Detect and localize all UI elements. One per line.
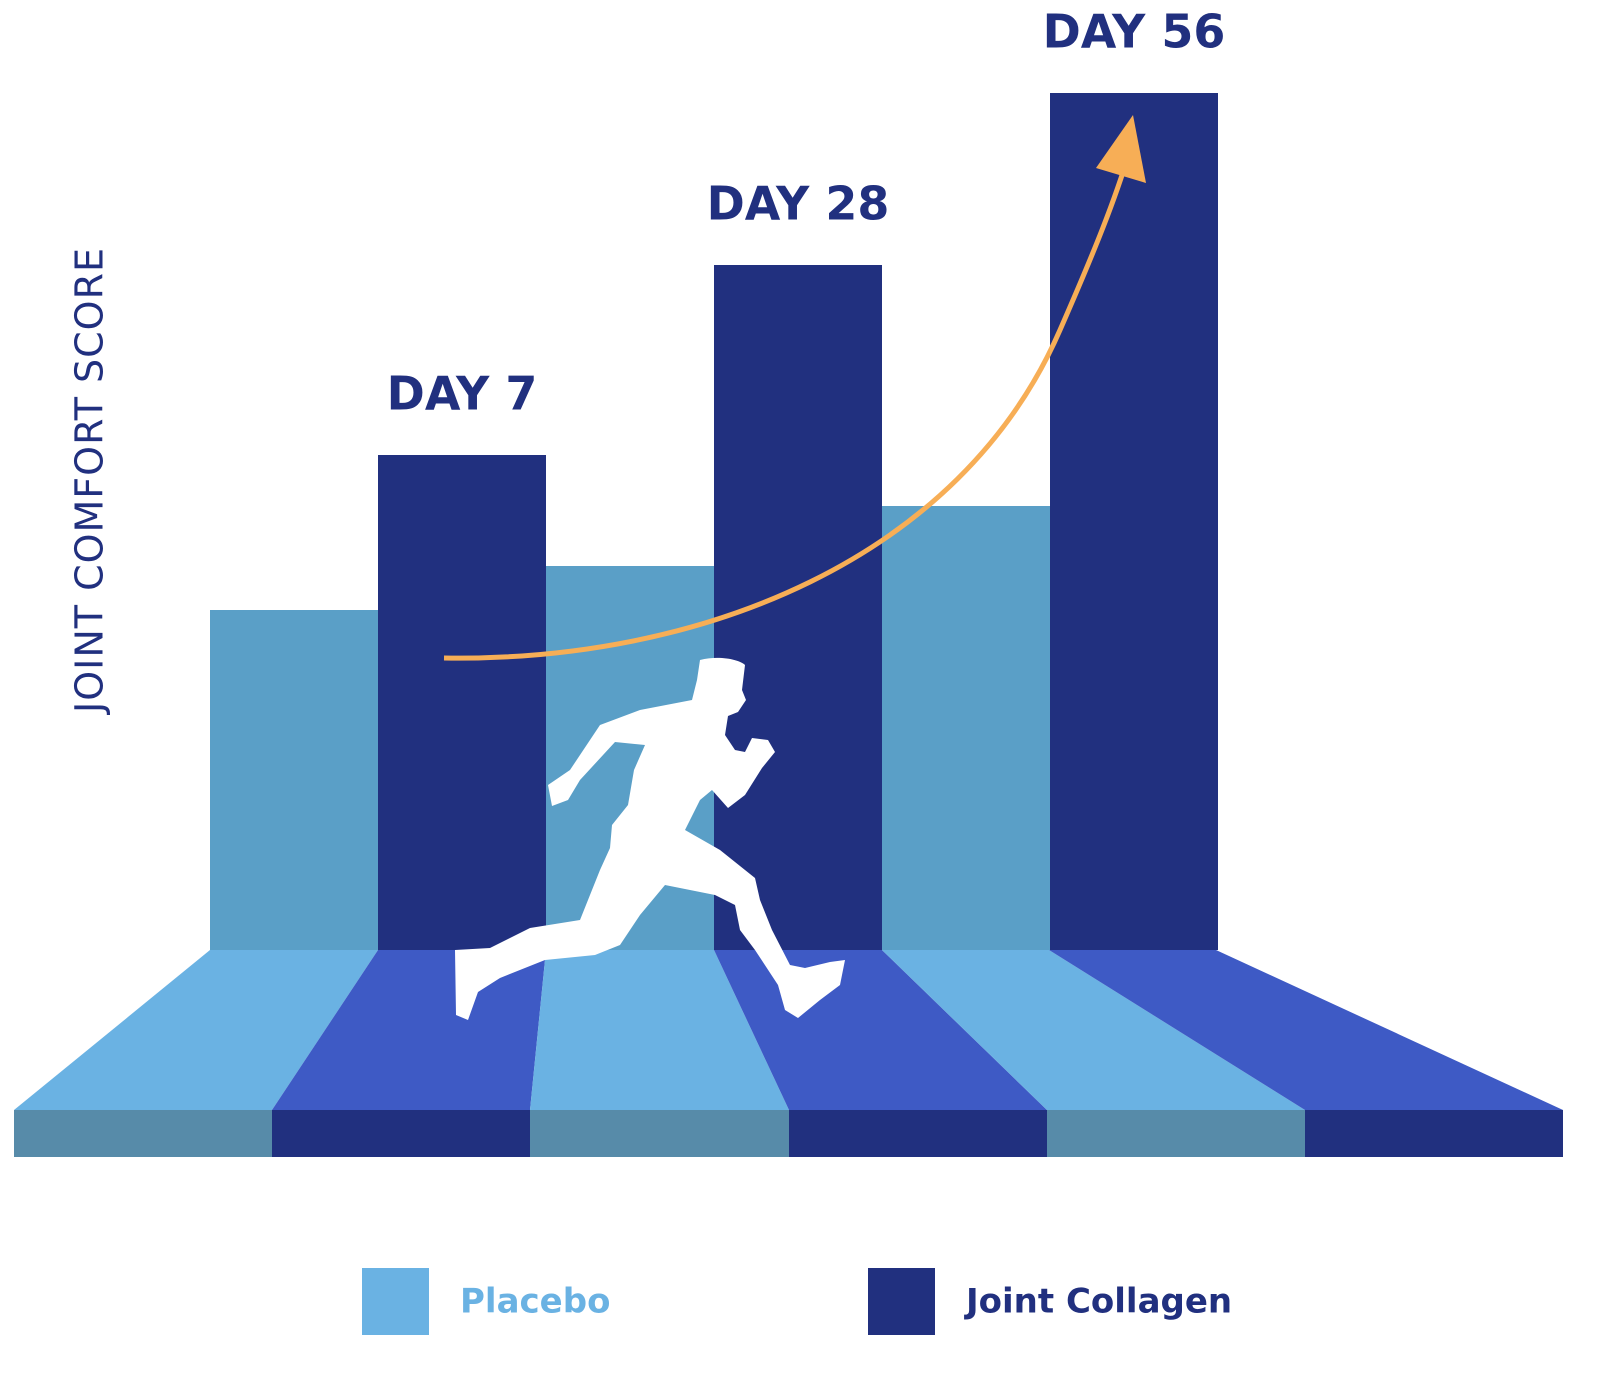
category-label: DAY 28 (707, 177, 890, 231)
legend-swatch (868, 1268, 935, 1335)
floor-strip (530, 950, 789, 1110)
bar (210, 610, 378, 950)
floor (14, 950, 1563, 1157)
legend: Placebo Joint Collagen (362, 1268, 1232, 1335)
runner (455, 657, 845, 1020)
trend-curve (443, 149, 1133, 661)
floor-front (1305, 1110, 1563, 1157)
bars: DAY 7 DAY 28 DAY 56 (210, 5, 1226, 950)
floor-strip (14, 950, 378, 1110)
trend-arrow (443, 115, 1146, 661)
floor-front (530, 1110, 789, 1157)
category-label: DAY 7 (387, 367, 538, 421)
bar (714, 265, 882, 950)
bar (378, 455, 546, 950)
arrow-head (1096, 115, 1146, 183)
floor-front (14, 1110, 272, 1157)
legend-label: Joint Collagen (964, 1282, 1232, 1322)
legend-swatch (362, 1268, 429, 1335)
floor-strip (1049, 950, 1563, 1110)
floor-strip (882, 950, 1305, 1110)
floor-front (272, 1110, 530, 1157)
legend-label: Placebo (460, 1282, 610, 1322)
floor-front (789, 1110, 1047, 1157)
bar (882, 506, 1050, 950)
category-label: DAY 56 (1043, 5, 1226, 59)
bar (1050, 93, 1218, 950)
y-axis-label: JOINT COMFORT SCORE (68, 247, 112, 715)
floor-front (1047, 1110, 1305, 1157)
